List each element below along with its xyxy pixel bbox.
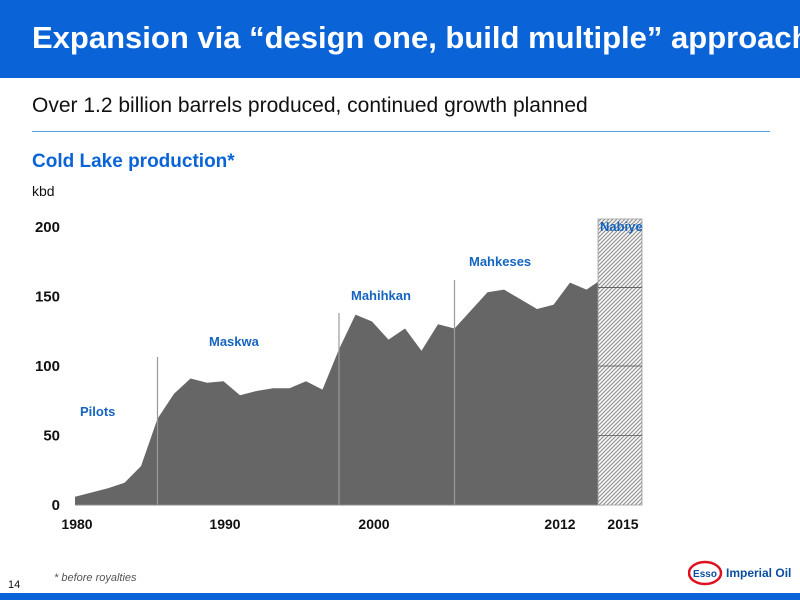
bottom-bar: [0, 593, 800, 600]
slide-subtitle: Over 1.2 billion barrels produced, conti…: [32, 94, 588, 117]
projection-label: Nabiye: [600, 219, 643, 234]
phase-label-pilots: Pilots: [80, 404, 115, 419]
y-tick-label: 50: [43, 428, 60, 445]
y-axis-unit-label: kbd: [32, 183, 55, 199]
y-tick-label: 200: [35, 219, 60, 236]
title-bar: Expansion via “design one, build multipl…: [0, 0, 800, 78]
divider-line: [32, 131, 770, 132]
chart-title: Cold Lake production*: [32, 151, 235, 172]
imperial-oil-logo: Esso Imperial Oil: [688, 560, 791, 586]
y-tick-label: 100: [35, 358, 60, 375]
esso-emblem: [688, 560, 723, 586]
y-tick-label: 150: [35, 289, 60, 306]
projection-bar: [597, 218, 643, 506]
phase-label-maskwa: Maskwa: [209, 334, 260, 349]
company-name-text: Imperial Oil: [726, 566, 791, 580]
x-tick-label: 2000: [358, 516, 389, 532]
phase-label-mahihkan: Mahihkan: [351, 288, 411, 303]
y-tick-label: 0: [52, 497, 60, 514]
footnote: * before royalties: [54, 572, 137, 584]
slide-title: Expansion via “design one, build multipl…: [32, 20, 800, 55]
x-tick-label: 1980: [61, 516, 92, 532]
esso-emblem-text: Esso: [693, 569, 717, 580]
phase-label-mahkeses: Mahkeses: [469, 254, 531, 269]
page-number: 14: [8, 579, 21, 591]
x-tick-label: 2012: [544, 516, 575, 532]
x-tick-label: 2015: [607, 516, 638, 532]
x-tick-label: 1990: [209, 516, 240, 532]
